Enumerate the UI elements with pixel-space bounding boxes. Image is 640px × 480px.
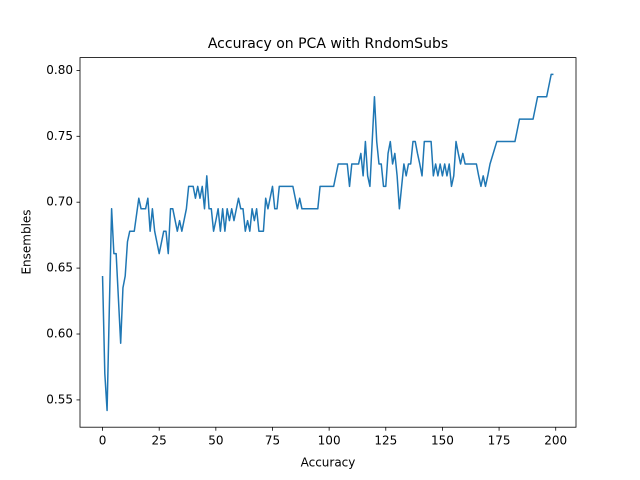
data-line — [101, 73, 554, 412]
x-tick-label: 175 — [488, 434, 511, 448]
y-tick-label: 0.65 — [46, 261, 73, 275]
y-tick-label: 0.55 — [46, 392, 73, 406]
x-tick-label: 50 — [208, 434, 223, 448]
y-tick-label: 0.60 — [46, 327, 73, 341]
x-tick-label: 200 — [544, 434, 567, 448]
x-tick-label: 100 — [318, 434, 341, 448]
y-tick-label: 0.75 — [46, 129, 73, 143]
x-tick-label: 75 — [265, 434, 280, 448]
x-tick-label: 0 — [99, 434, 107, 448]
chart-title: Accuracy on PCA with RndomSubs — [208, 36, 448, 52]
x-tick-label: 125 — [374, 434, 397, 448]
y-tick-label: 0.80 — [46, 63, 73, 77]
plot-frame — [79, 57, 577, 428]
x-axis-label: Accuracy — [301, 456, 356, 470]
x-tick-label: 25 — [152, 434, 167, 448]
y-tick-label: 0.70 — [46, 195, 73, 209]
x-tick-label: 150 — [431, 434, 454, 448]
y-axis-label: Ensembles — [20, 209, 34, 274]
